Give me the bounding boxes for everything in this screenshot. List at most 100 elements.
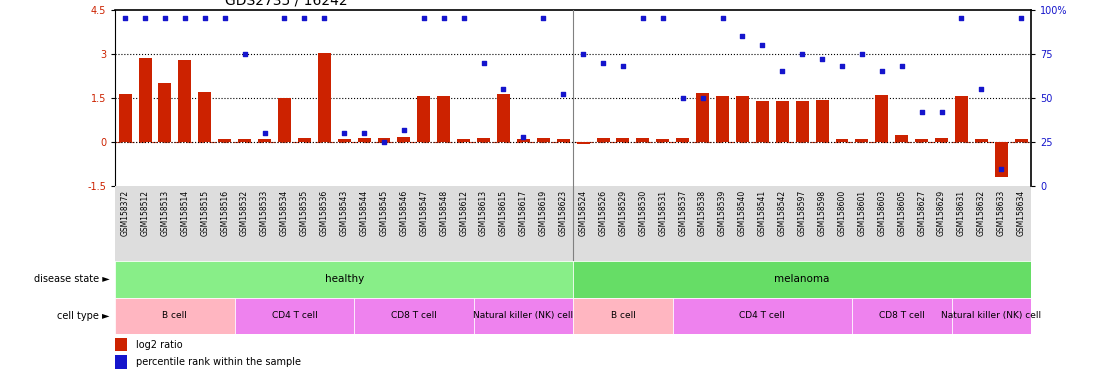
Point [834,63,851,69]
Text: GSM158541: GSM158541 [758,190,767,236]
Point [375,139,393,145]
Point [336,130,353,136]
Point [932,109,950,115]
Text: GSM158539: GSM158539 [719,190,727,236]
Point [275,15,293,22]
Point [316,15,333,22]
Text: GSM158530: GSM158530 [638,190,647,236]
Text: GSM158512: GSM158512 [140,190,149,236]
Point [415,15,432,22]
Text: GSM158632: GSM158632 [977,190,986,236]
Text: GSM158623: GSM158623 [558,190,568,236]
Point [853,51,871,57]
Bar [477,138,490,142]
Text: GSM158537: GSM158537 [678,190,687,236]
Bar [298,138,310,142]
Text: GSM158513: GSM158513 [160,190,169,236]
Bar [354,298,474,334]
Text: B cell: B cell [162,311,188,320]
Bar [474,298,573,334]
Bar [1015,139,1028,142]
Bar [736,96,749,142]
Text: GSM158603: GSM158603 [878,190,886,236]
Bar [179,60,191,142]
Point [514,134,532,140]
Point [495,86,512,92]
Text: disease state ►: disease state ► [34,274,110,285]
Text: GSM158544: GSM158544 [360,190,369,236]
Bar [115,338,126,351]
Text: GSM158545: GSM158545 [380,190,388,236]
Bar [278,98,291,142]
Point [575,51,592,57]
Point [873,68,891,74]
Point [116,15,134,22]
Text: GSM158534: GSM158534 [280,190,289,236]
Text: GSM158597: GSM158597 [798,190,806,236]
Point [595,60,612,66]
Point [734,33,751,39]
Point [256,130,273,136]
Text: GSM158629: GSM158629 [937,190,946,236]
Bar [636,138,649,142]
Bar [951,298,1031,334]
Text: GSM158633: GSM158633 [997,190,1006,236]
Bar [497,94,510,142]
Point [693,95,711,101]
Bar [975,139,988,142]
Text: log2 ratio: log2 ratio [136,340,182,350]
Bar [816,100,828,142]
Bar [617,138,630,142]
Point [674,95,691,101]
Bar [656,139,669,142]
Text: CD4 T cell: CD4 T cell [739,311,785,320]
Point [295,15,313,22]
Bar [836,139,848,142]
Point [554,91,572,98]
Point [654,15,671,22]
Text: GSM158529: GSM158529 [619,190,627,236]
Text: GSM158516: GSM158516 [220,190,229,236]
Point [455,15,473,22]
Bar [697,93,709,142]
Point [714,15,732,22]
Text: GSM158515: GSM158515 [201,190,210,236]
Point [614,63,632,69]
Text: GSM158542: GSM158542 [778,190,787,236]
Text: GDS2735 / 16242: GDS2735 / 16242 [225,0,348,7]
Bar [795,101,808,142]
Point [813,56,830,62]
Bar [597,138,610,142]
Point [913,109,930,115]
Text: healthy: healthy [325,274,364,285]
Bar [895,135,908,142]
Bar [118,94,132,142]
Text: GSM158634: GSM158634 [1017,190,1026,236]
Text: GSM158598: GSM158598 [817,190,827,236]
Bar [995,142,1008,177]
Text: GSM158531: GSM158531 [658,190,667,236]
Text: melanoma: melanoma [774,274,829,285]
Text: GSM158612: GSM158612 [460,190,468,236]
Point [773,68,791,74]
Text: Natural killer (NK) cell: Natural killer (NK) cell [941,311,1041,320]
Bar [115,355,126,369]
Bar [935,138,948,142]
Text: Natural killer (NK) cell: Natural killer (NK) cell [473,311,574,320]
Text: GSM158372: GSM158372 [121,190,129,236]
Bar [417,96,430,142]
Text: GSM158605: GSM158605 [897,190,906,236]
Text: GSM158540: GSM158540 [738,190,747,236]
Bar [338,139,351,142]
Text: GSM158514: GSM158514 [180,190,190,236]
Point [973,86,991,92]
Text: GSM158526: GSM158526 [599,190,608,236]
Bar [138,58,151,142]
Bar [517,139,530,142]
Bar [676,138,689,142]
Text: percentile rank within the sample: percentile rank within the sample [136,357,301,367]
Text: GSM158547: GSM158547 [419,190,428,236]
Bar [115,261,573,298]
Text: GSM158631: GSM158631 [957,190,966,236]
Text: B cell: B cell [611,311,635,320]
